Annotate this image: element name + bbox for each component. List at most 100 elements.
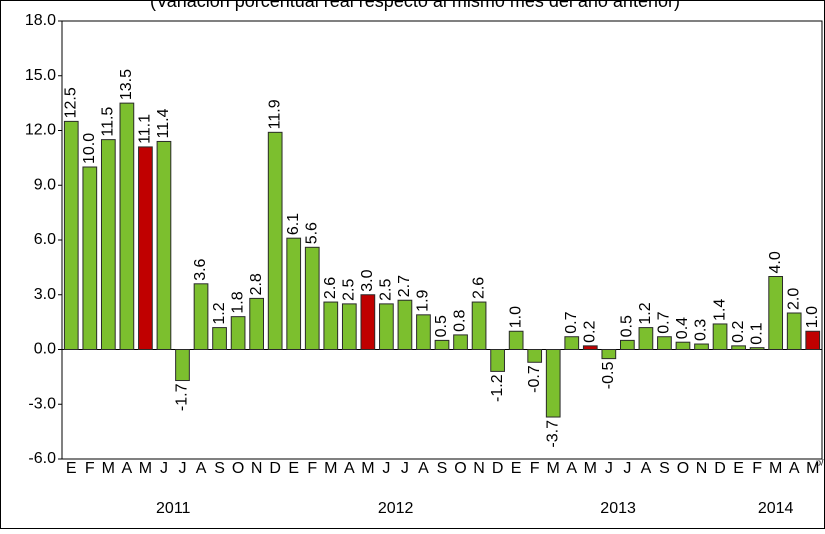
bar (249, 297, 264, 350)
bar (230, 316, 246, 350)
x-tick-label: J (623, 460, 631, 477)
bar (675, 341, 691, 351)
value-label: 13.5 (118, 69, 135, 100)
value-label: 5.6 (303, 222, 320, 244)
x-tick-label: N (473, 460, 485, 477)
value-label: 1.2 (637, 302, 654, 324)
x-tick-label: M (584, 460, 597, 477)
value-label: -0.5 (600, 362, 617, 390)
value-label: 2.6 (322, 277, 339, 299)
value-label: -3.7 (544, 420, 561, 448)
value-label: 0.2 (730, 321, 747, 343)
y-tick-label: -3.0 (28, 395, 56, 412)
x-tick-label: D (269, 460, 281, 477)
y-tick-label: 0.0 (34, 341, 56, 358)
value-label: 2.5 (378, 279, 395, 301)
bar (453, 334, 468, 350)
value-label: 11.4 (155, 108, 172, 138)
bar (582, 345, 598, 351)
value-label: 10.0 (81, 133, 98, 164)
bar (360, 294, 376, 350)
value-label: 3.0 (359, 269, 376, 291)
bar (749, 347, 765, 350)
value-label: 1.2 (211, 302, 228, 324)
bar (620, 339, 635, 350)
y-tick-label: 9.0 (34, 176, 56, 193)
x-tick-label: E (733, 460, 744, 477)
x-tick-label: O (454, 460, 466, 477)
year-label: 2014 (758, 500, 794, 517)
value-label: 2.7 (396, 275, 413, 297)
value-label: -1.7 (174, 383, 191, 411)
bar (138, 146, 153, 350)
x-tick-label: O (677, 460, 689, 477)
bar (527, 349, 543, 363)
bar (286, 237, 302, 350)
value-label: 0.5 (433, 315, 450, 337)
x-tick-label: S (659, 460, 670, 477)
y-tick-label: 18.0 (25, 12, 56, 29)
x-tick-label: E (66, 460, 77, 477)
bar (638, 327, 654, 351)
x-tick-label: F (530, 460, 540, 477)
x-tick-label: M (139, 460, 152, 477)
value-label: 11.1 (137, 114, 154, 144)
value-label: 1.4 (711, 299, 728, 321)
x-tick-label: J (401, 460, 409, 477)
x-tick-label: A (196, 460, 207, 477)
value-label: 2.5 (341, 279, 358, 301)
x-tick-label: F (85, 460, 95, 477)
bar (657, 336, 672, 351)
x-tick-label: F (307, 460, 317, 477)
value-label: 1.9 (415, 289, 432, 311)
x-tick-label: O (232, 460, 244, 477)
value-label: 6.1 (285, 213, 302, 235)
bar (212, 327, 227, 351)
value-label: 11.9 (266, 99, 283, 129)
x-tick-label: S (214, 460, 225, 477)
bar (786, 312, 802, 350)
x-tick-label: N (251, 460, 263, 477)
x-tick-label: F (752, 460, 762, 477)
x-tick-label: A (344, 460, 355, 477)
year-label: 2013 (600, 500, 636, 517)
x-tick-label: M (806, 460, 819, 477)
bar (805, 330, 821, 350)
x-tick-label: A (418, 460, 429, 477)
x-tick-label: E (288, 460, 299, 477)
x-tick-label: D (714, 460, 726, 477)
x-tick-label: N (696, 460, 708, 477)
x-tick-label: M (547, 460, 560, 477)
bar (304, 246, 320, 350)
x-tick-label: J (160, 460, 168, 477)
value-label: 0.8 (452, 310, 469, 332)
value-label: 0.5 (619, 315, 636, 337)
x-tick-label: M (769, 460, 782, 477)
bar (397, 299, 413, 351)
bar (768, 276, 784, 350)
value-label: -1.2 (489, 374, 506, 402)
value-label: 0.4 (674, 317, 691, 339)
y-tick-label: 12.0 (25, 122, 56, 139)
value-label: 1.0 (507, 306, 524, 328)
bar (341, 303, 357, 350)
bar (156, 140, 172, 350)
bar (416, 314, 431, 351)
value-label: 1.8 (229, 291, 246, 313)
bar (379, 303, 394, 350)
bar (545, 349, 561, 418)
bar (508, 330, 524, 350)
bar (323, 301, 339, 350)
value-label: -0.7 (526, 365, 543, 393)
value-label: 0.7 (656, 311, 673, 333)
value-label: 0.3 (693, 319, 710, 341)
value-label: 2.0 (785, 288, 802, 310)
year-label: 2011 (156, 500, 191, 517)
bar (601, 349, 617, 360)
bar (490, 349, 505, 372)
bar (267, 131, 283, 350)
value-label: 2.6 (470, 277, 487, 299)
value-label: 12.5 (62, 87, 79, 118)
value-label: 0.7 (563, 311, 580, 333)
bar (63, 120, 79, 350)
